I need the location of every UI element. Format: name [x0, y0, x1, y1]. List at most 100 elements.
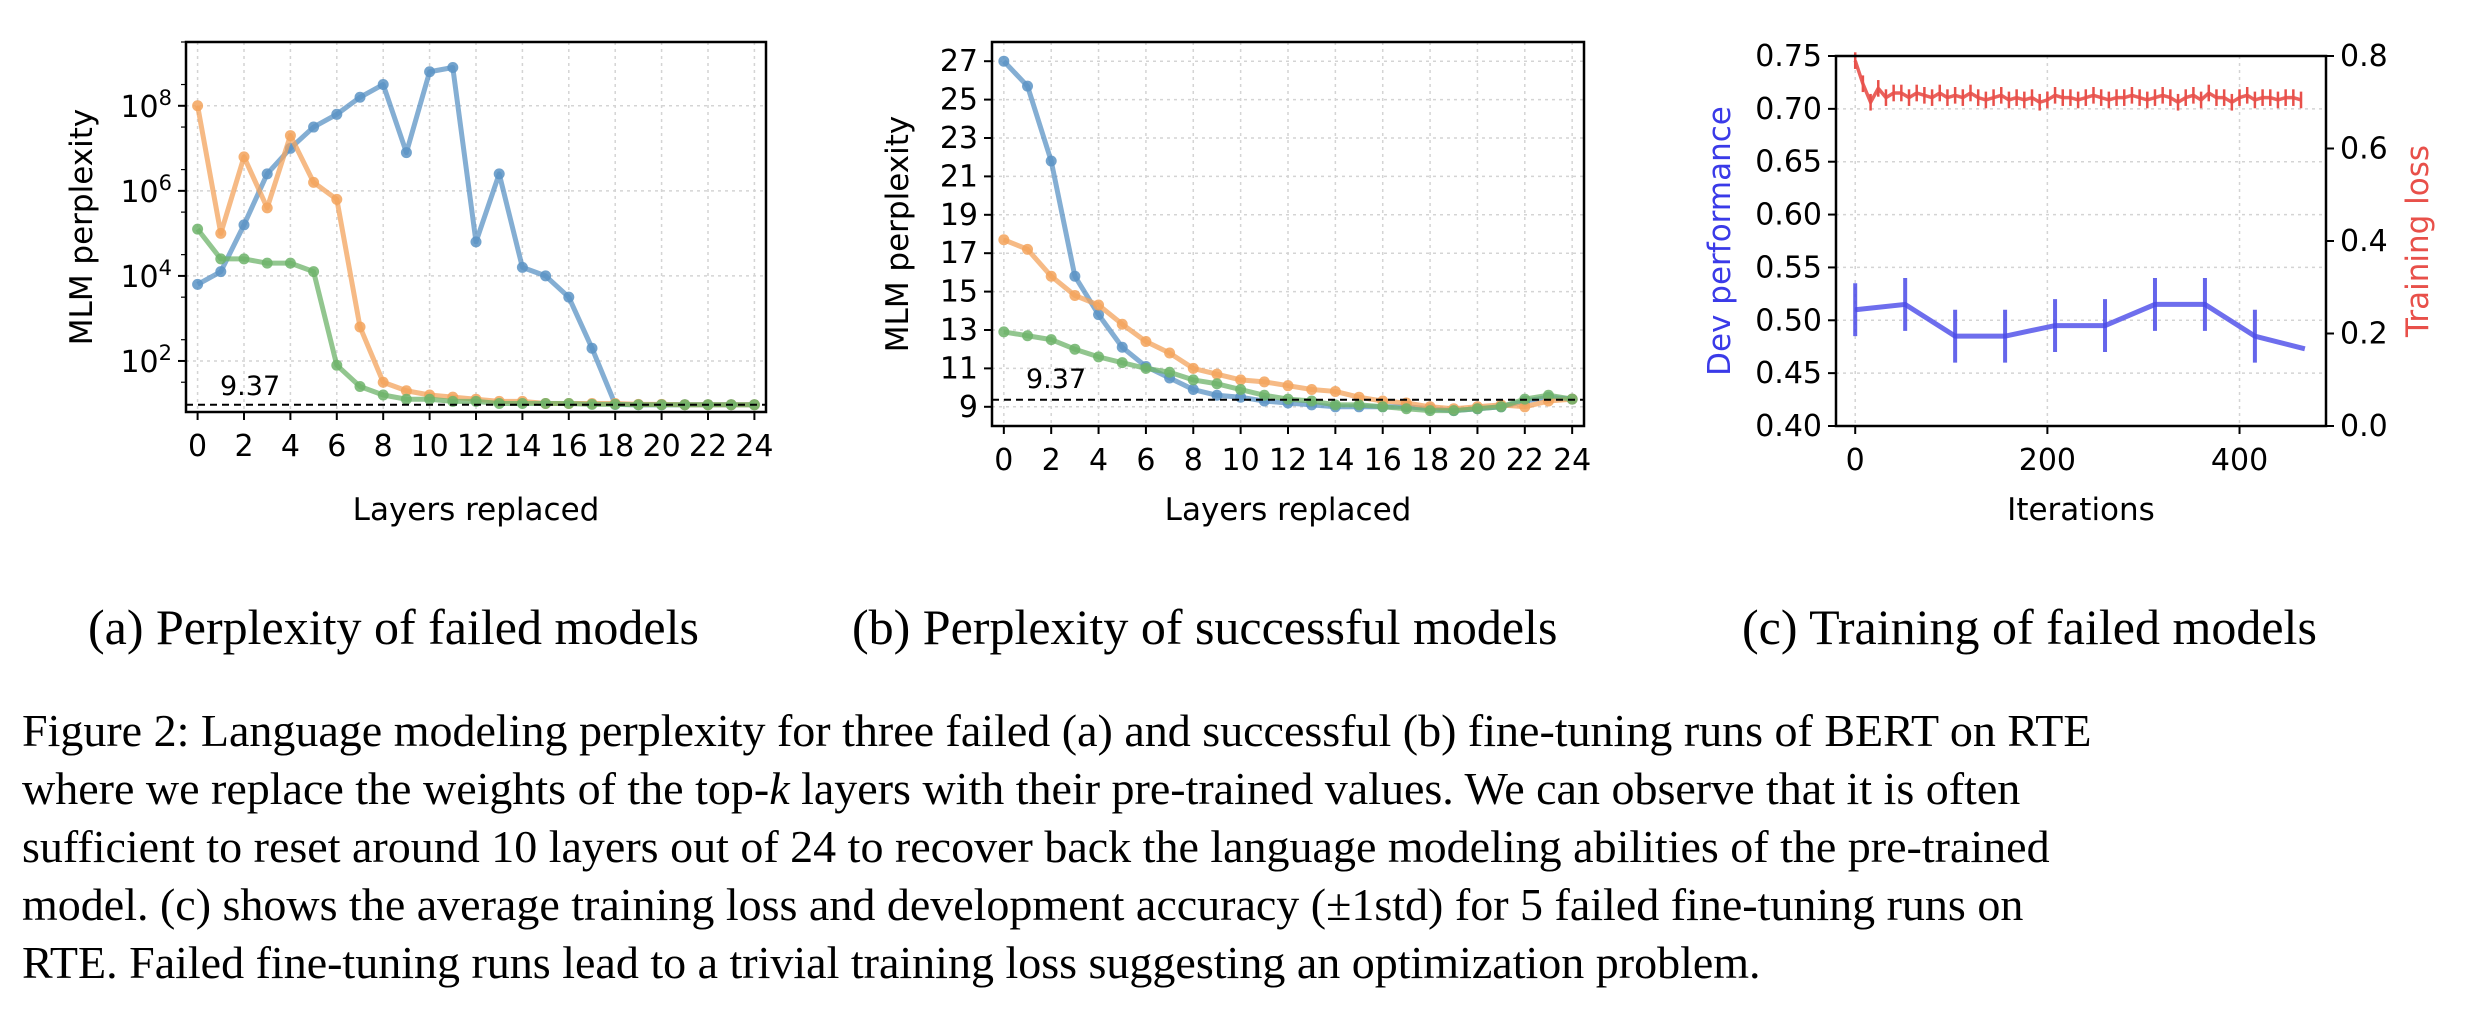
- x-tick-label: 12: [1269, 443, 1307, 478]
- data-point: [1448, 405, 1460, 417]
- caption-line: sufficient to reset around 10 layers out…: [22, 821, 2050, 872]
- y-tick-label-left: 0.75: [1755, 39, 1822, 74]
- data-point: [1235, 384, 1247, 396]
- x-tick-label: 18: [1411, 443, 1449, 478]
- y-axis-label-right: Training loss: [2400, 145, 2436, 338]
- data-point: [1069, 289, 1081, 301]
- data-point: [1069, 343, 1081, 355]
- y-tick-label: 23: [940, 121, 978, 156]
- data-point: [331, 359, 343, 371]
- data-point: [1022, 80, 1034, 92]
- data-point: [354, 91, 366, 103]
- data-point: [1022, 243, 1034, 255]
- y-tick-label-right: 0.6: [2340, 132, 2388, 167]
- data-point: [1235, 374, 1247, 386]
- data-point: [377, 389, 389, 401]
- data-point: [238, 253, 250, 265]
- data-point: [998, 326, 1010, 338]
- data-point: [331, 108, 343, 120]
- data-point: [1329, 399, 1341, 411]
- y-tick-label: 25: [940, 83, 978, 118]
- subcaption-c: (c) Training of failed models: [1742, 599, 2317, 655]
- data-point: [1093, 309, 1105, 321]
- y-tick-label-left: 0.65: [1755, 145, 1822, 180]
- x-tick-label: 0: [1846, 443, 1865, 478]
- x-tick-label: 18: [596, 429, 634, 464]
- y-tick-label: 13: [940, 313, 978, 348]
- data-point: [998, 55, 1010, 67]
- data-point: [1471, 403, 1483, 415]
- data-point: [1045, 334, 1057, 346]
- data-point: [1519, 401, 1531, 413]
- y-tick-label-left: 0.45: [1755, 356, 1822, 391]
- data-point: [540, 270, 552, 282]
- data-point: [447, 62, 459, 74]
- data-point: [1211, 378, 1223, 390]
- data-point: [516, 261, 528, 273]
- data-point: [1164, 347, 1176, 359]
- data-point: [1187, 362, 1199, 374]
- y-tick-label: 102: [120, 341, 172, 380]
- data-point: [215, 266, 227, 278]
- data-point: [1542, 389, 1554, 401]
- data-point: [308, 121, 320, 133]
- x-tick-label: 10: [411, 429, 449, 464]
- y-tick-label: 11: [940, 351, 978, 386]
- data-point: [1377, 401, 1389, 413]
- y-axis-label: MLM perplexity: [64, 109, 100, 345]
- y-axis-label-left: Dev performance: [1702, 106, 1738, 376]
- data-point: [400, 147, 412, 159]
- data-point: [609, 398, 621, 410]
- data-point: [192, 278, 204, 290]
- data-point: [493, 168, 505, 180]
- data-point: [284, 130, 296, 142]
- x-tick-label: 6: [1136, 443, 1155, 478]
- data-point: [400, 385, 412, 397]
- data-point: [215, 227, 227, 239]
- data-point: [1045, 270, 1057, 282]
- caption-line: model. (c) shows the average training lo…: [22, 879, 2024, 930]
- y-tick-label-right: 0.2: [2340, 317, 2388, 352]
- data-point: [1353, 399, 1365, 411]
- data-point: [632, 399, 644, 411]
- data-point: [331, 193, 343, 205]
- data-point: [1116, 341, 1128, 353]
- x-tick-label: 12: [457, 429, 495, 464]
- data-point: [424, 393, 436, 405]
- data-point: [586, 398, 598, 410]
- data-point: [308, 266, 320, 278]
- data-point: [586, 342, 598, 354]
- data-point: [1045, 155, 1057, 167]
- y-tick-label: 27: [940, 44, 978, 79]
- data-point: [354, 380, 366, 392]
- data-point: [493, 397, 505, 409]
- y-tick-label-right: 0.8: [2340, 39, 2388, 74]
- caption-line: Figure 2: Language modeling perplexity f…: [22, 705, 2092, 756]
- x-tick-label: 10: [1222, 443, 1260, 478]
- plot-frame: [184, 40, 768, 414]
- x-tick-label: 14: [1316, 443, 1354, 478]
- y-tick-label-left: 0.40: [1755, 409, 1822, 444]
- baseline-label: 9.37: [1026, 364, 1086, 395]
- data-point: [192, 223, 204, 235]
- y-tick-label: 104: [120, 256, 172, 295]
- series-line: [196, 65, 755, 408]
- y-tick-label-left: 0.70: [1755, 92, 1822, 127]
- y-tick-label-right: 0.0: [2340, 409, 2388, 444]
- x-axis-label: Layers replaced: [1165, 492, 1412, 528]
- caption-line: RTE. Failed fine-tuning runs lead to a t…: [22, 937, 1761, 988]
- y-tick-label-left: 0.60: [1755, 198, 1822, 233]
- data-point: [1093, 299, 1105, 311]
- y-tick-label: 106: [120, 171, 172, 210]
- data-point: [516, 397, 528, 409]
- data-point: [215, 253, 227, 265]
- y-tick-label: 9: [959, 390, 978, 425]
- y-tick-label: 108: [120, 86, 172, 125]
- data-point: [1116, 357, 1128, 369]
- data-point: [1211, 368, 1223, 380]
- data-point: [354, 321, 366, 333]
- baseline-label: 9.37: [220, 371, 280, 402]
- data-point: [424, 66, 436, 78]
